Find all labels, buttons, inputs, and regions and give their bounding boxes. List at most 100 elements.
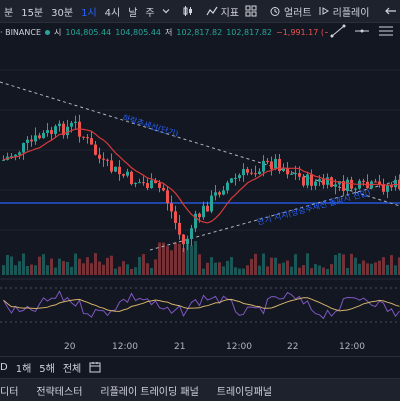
- period-5y[interactable]: 5해: [39, 363, 55, 375]
- tab-trading-panel[interactable]: 트레이딩패널: [216, 386, 272, 398]
- volume-bar: [286, 260, 289, 275]
- candle-body: [322, 179, 325, 185]
- volume-bar: [186, 244, 189, 275]
- candle-body: [86, 137, 89, 139]
- candle-body: [330, 177, 333, 187]
- volume-bar: [110, 255, 113, 275]
- candle-body: [362, 180, 365, 182]
- candle-body: [82, 136, 85, 138]
- volume-bar: [334, 255, 337, 275]
- volume-bar: [398, 257, 400, 275]
- volume-bar: [6, 254, 9, 275]
- candle-body: [14, 154, 17, 157]
- volume-bar: [182, 248, 185, 275]
- downtrend-line[interactable]: [0, 81, 400, 207]
- tab-replay-trading-panel[interactable]: 리플레이 트레이딩 패널: [100, 386, 199, 398]
- tab-editor[interactable]: 디터: [0, 386, 19, 398]
- timeframe-1w[interactable]: 주: [145, 7, 155, 19]
- layout-button[interactable]: [242, 5, 260, 17]
- volume-bar: [98, 261, 101, 275]
- timeframe-1h[interactable]: 1시: [81, 7, 97, 19]
- candle-body: [142, 182, 145, 184]
- fib-tool-icon[interactable]: [378, 24, 394, 38]
- candle-body: [54, 126, 57, 134]
- volume-bar: [10, 256, 13, 275]
- horizontal-line-tool-icon[interactable]: [354, 24, 370, 38]
- symbol-name[interactable]: · BINANCE: [0, 27, 42, 37]
- period-all[interactable]: 전체: [62, 363, 82, 375]
- volume-bar: [46, 265, 49, 275]
- candle-body: [90, 138, 93, 145]
- candle-body: [206, 205, 209, 212]
- candle-body: [74, 121, 77, 123]
- replay-label: 리플레이: [332, 7, 370, 19]
- candles-icon: [183, 6, 192, 16]
- candle-body: [286, 167, 289, 175]
- timeframe-15m[interactable]: 15분: [21, 7, 44, 19]
- timeframe-4h[interactable]: 4시: [104, 7, 121, 19]
- price-chart[interactable]: 하락추세선(단기) 단기 지지(상승추세선 돌파시 진입): [0, 40, 400, 350]
- candle-body: [266, 160, 269, 162]
- symbol-info-bar: · BINANCE 시 104,805.44 104,805.44 저 102,…: [0, 25, 400, 39]
- timeframe-30m[interactable]: 30분: [51, 7, 74, 19]
- timeframe-1m[interactable]: 분: [4, 7, 14, 19]
- volume-bar: [78, 258, 81, 275]
- tab-strategy-tester[interactable]: 전략테스터: [36, 386, 83, 398]
- volume-bar: [386, 264, 389, 275]
- volume-bars: [2, 241, 400, 275]
- volume-bar: [18, 261, 21, 275]
- candle-body: [326, 177, 329, 185]
- volume-bar: [350, 253, 353, 275]
- replay-button[interactable]: 리플레이: [315, 4, 373, 19]
- volume-bar: [94, 253, 97, 275]
- candle-body: [122, 174, 125, 176]
- candle-body: [182, 234, 185, 245]
- candle-body: [146, 183, 149, 189]
- candle-body: [394, 179, 397, 188]
- volume-bar: [102, 264, 105, 275]
- volume-bar: [354, 257, 357, 275]
- timeframe-1d[interactable]: 날: [128, 7, 138, 19]
- indicators-button[interactable]: 지표: [203, 4, 242, 19]
- alert-button[interactable]: 얼러트: [266, 4, 315, 19]
- candle-body: [354, 188, 357, 190]
- timeframe-dropdown[interactable]: [159, 7, 173, 15]
- undo-button[interactable]: [382, 5, 400, 17]
- time-label: 12:00: [226, 342, 252, 352]
- time-label: 22: [287, 342, 299, 352]
- lower-trend-annotation[interactable]: 단기 지지(상승추세선 돌파시 진입): [256, 187, 372, 227]
- volume-bar: [266, 266, 269, 275]
- period-1d[interactable]: D: [0, 361, 8, 373]
- candle-body: [230, 178, 233, 183]
- candle-body: [106, 159, 109, 161]
- volume-bar: [26, 265, 29, 275]
- indicators-label: 지표: [220, 7, 240, 19]
- volume-bar: [158, 242, 161, 275]
- volume-bar: [86, 257, 89, 275]
- candle-body: [390, 185, 393, 188]
- volume-bar: [122, 261, 125, 275]
- low-value: 102,817.82: [176, 27, 223, 37]
- volume-bar: [258, 265, 261, 275]
- candle-type-button[interactable]: [179, 5, 197, 17]
- candle-body: [294, 173, 297, 175]
- volume-bar: [302, 265, 305, 275]
- volume-bar: [138, 256, 141, 275]
- period-1y[interactable]: 1해: [15, 363, 32, 375]
- open-label: 시: [54, 27, 62, 37]
- volume-bar: [66, 261, 69, 275]
- candle-body: [302, 176, 305, 186]
- moving-average-line: [3, 128, 400, 224]
- candle-body: [310, 174, 313, 186]
- candle-body: [258, 171, 261, 175]
- chart-grid: [0, 69, 400, 231]
- volume-bar: [114, 268, 117, 275]
- top-toolbar: 분 15분 30분 1시 4시 날 주 지표 얼러트 리플레이: [0, 0, 400, 23]
- upper-trend-annotation[interactable]: 하락추세선(단기): [121, 112, 179, 138]
- indicator-icon: [206, 6, 218, 16]
- candle-body: [174, 211, 177, 223]
- candle-body: [378, 181, 381, 185]
- volume-bar: [366, 263, 369, 275]
- trendline-tool-icon[interactable]: [330, 24, 346, 38]
- calendar-icon[interactable]: [89, 361, 101, 373]
